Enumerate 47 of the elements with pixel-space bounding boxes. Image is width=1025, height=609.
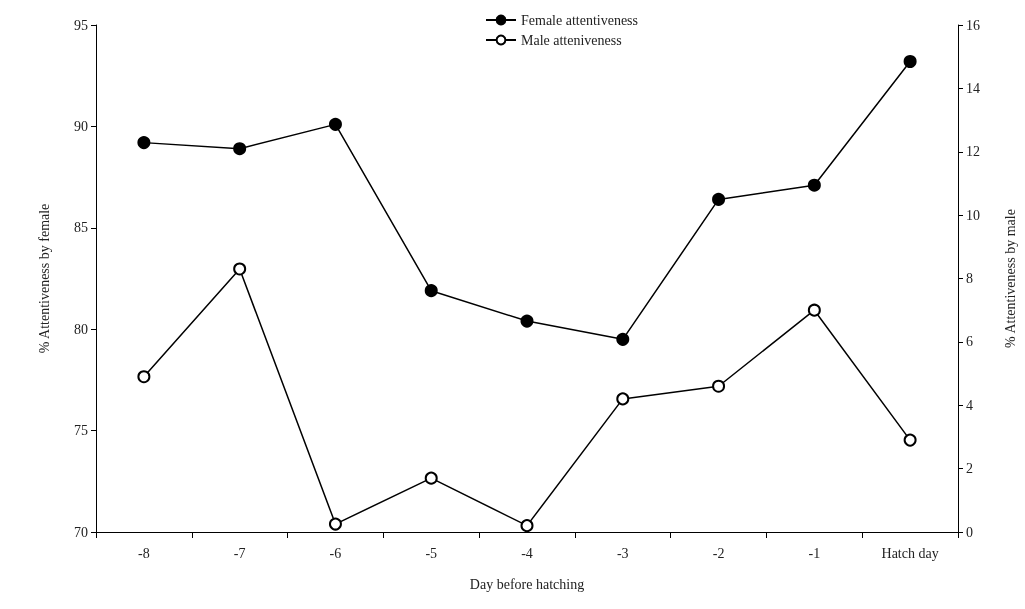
y-tick-label: 70 <box>74 524 88 540</box>
legend-label: Male atteniveness <box>521 32 622 48</box>
x-tick-label: -5 <box>425 545 438 561</box>
x-tick-label: -7 <box>233 545 246 561</box>
y-tick-label: 75 <box>74 423 88 439</box>
y-tick-label: 95 <box>74 17 88 33</box>
x-tick-label: -4 <box>521 545 533 561</box>
y2-axis-title: % Attentiveness by male <box>1002 209 1018 348</box>
y2-tick-label: 14 <box>966 80 980 96</box>
point <box>328 517 342 531</box>
point <box>424 471 438 485</box>
y-tick-label: 90 <box>74 118 88 134</box>
point <box>903 433 917 447</box>
y-tick-label: 85 <box>74 220 88 236</box>
point <box>903 55 917 68</box>
x-tick-label: -3 <box>616 545 629 561</box>
y2-tick-label: 4 <box>966 397 973 413</box>
y2-tick-label: 12 <box>966 144 980 160</box>
x-tick-label: -1 <box>808 545 821 561</box>
y-tick-label: 80 <box>74 321 88 337</box>
point <box>712 192 726 206</box>
y-axis-title: % Attentiveness by female <box>36 203 52 354</box>
point <box>616 392 630 406</box>
point <box>424 284 438 298</box>
x-axis-title: Day before hatching <box>469 576 585 592</box>
y2-tick-label: 0 <box>966 524 973 540</box>
point <box>616 332 630 346</box>
y2-tick-label: 10 <box>966 207 980 223</box>
y2-tick-label: 2 <box>966 461 973 477</box>
y2-tick-label: 6 <box>966 334 973 350</box>
point <box>137 370 151 384</box>
point <box>328 117 342 131</box>
x-tick-label: -8 <box>138 545 150 561</box>
x-tick-label: -6 <box>329 545 342 561</box>
point <box>712 379 726 393</box>
y2-tick-label: 16 <box>966 17 980 33</box>
point <box>520 519 534 533</box>
point <box>520 314 534 328</box>
point <box>807 178 821 192</box>
y2-tick-label: 8 <box>966 271 973 286</box>
point <box>137 136 151 150</box>
point <box>807 303 821 317</box>
x-tick-label: -2 <box>712 545 725 561</box>
point <box>233 262 247 276</box>
legend-label: Female attentiveness <box>521 12 639 28</box>
x-tick-label: Hatch day <box>881 545 939 561</box>
point <box>233 142 247 156</box>
